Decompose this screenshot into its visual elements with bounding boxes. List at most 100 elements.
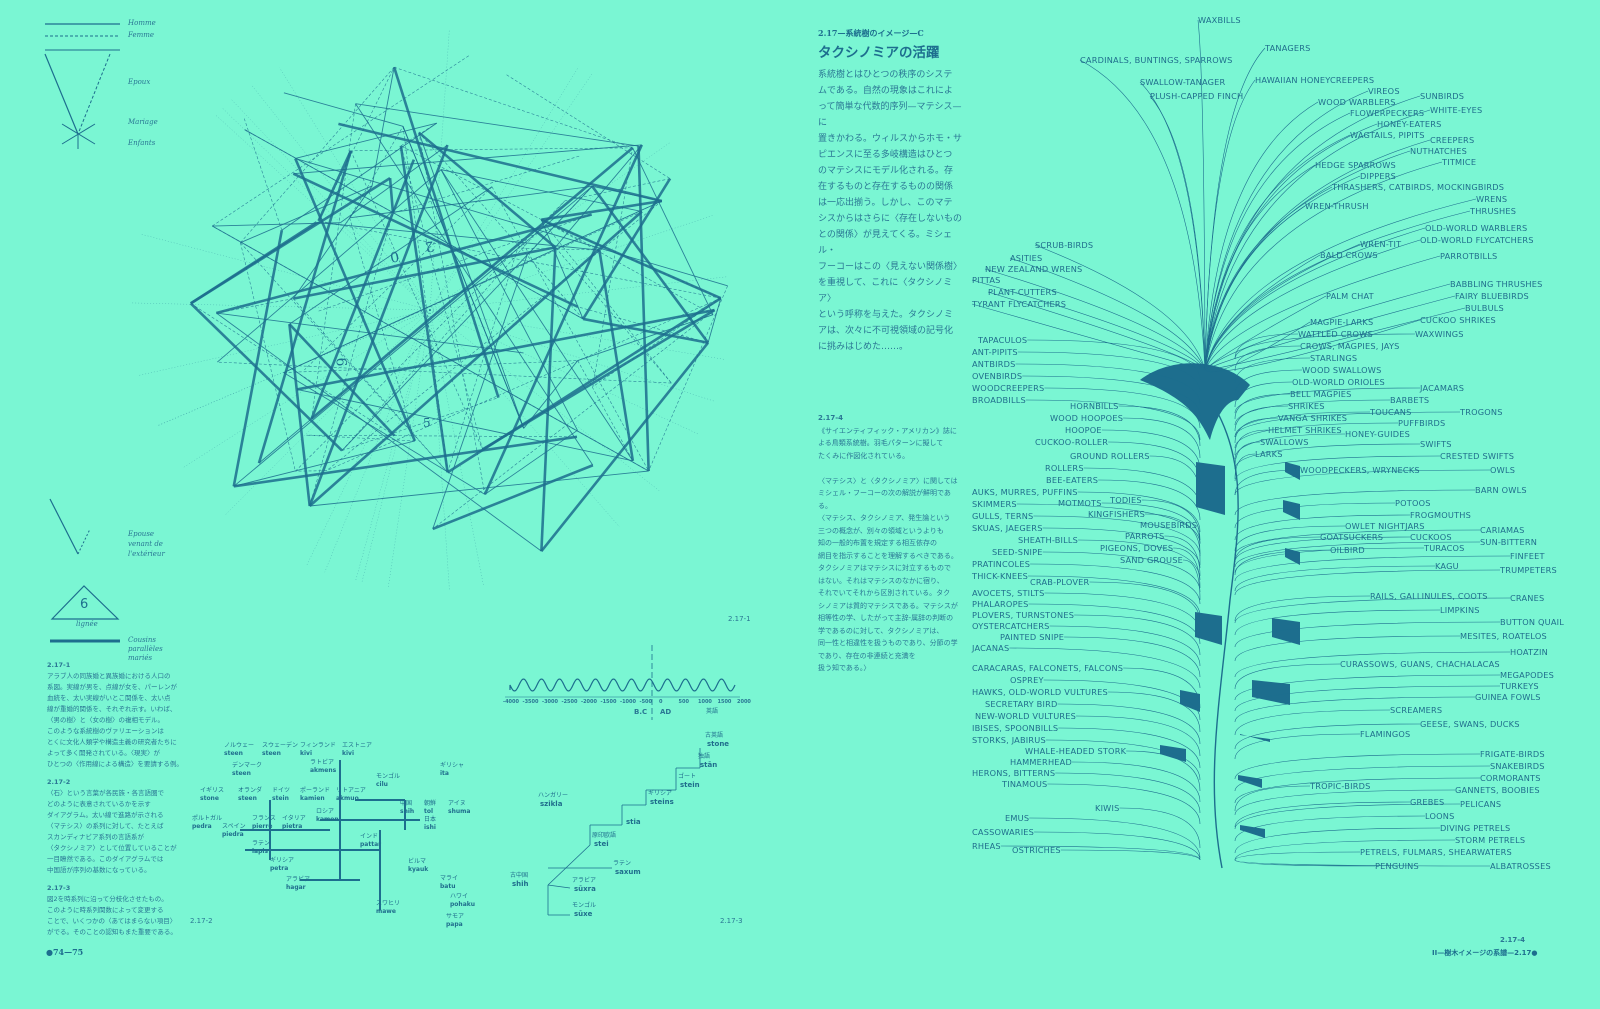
tree-branch bbox=[1234, 753, 1481, 780]
bird-label: CROWS, MAGPIES, JAYS bbox=[1300, 341, 1400, 351]
caption-line: 学であるのに対して、タクシノミアは、 bbox=[818, 626, 944, 635]
tree-branch bbox=[1204, 175, 1361, 371]
kinship-line bbox=[541, 219, 714, 315]
bird-label: CRANES bbox=[1510, 593, 1545, 603]
tree-branch bbox=[1043, 679, 1201, 721]
stone-word: steen bbox=[232, 770, 251, 777]
bird-label: BALD CROWS bbox=[1320, 250, 1378, 260]
tree-branch bbox=[1204, 307, 1466, 371]
caption-line: 〈マテシス〉と〈タクシノミア〉に関しては bbox=[818, 476, 958, 485]
bird-label: DIVING PETRELS bbox=[1440, 823, 1511, 833]
bird-label: CARACARAS, FALCONETS, FALCONS bbox=[972, 663, 1124, 673]
bird-label: GREBES bbox=[1410, 797, 1445, 807]
kinship-line bbox=[598, 249, 635, 462]
bird-label: WAXBILLS bbox=[1198, 15, 1241, 25]
tree-branch bbox=[1098, 479, 1201, 521]
bird-label: TAPACULOS bbox=[978, 335, 1028, 345]
tree-branch bbox=[1022, 375, 1201, 417]
language-name: 中国 bbox=[400, 800, 413, 807]
caption-line: よる鳥類系統樹。羽毛パターンに擬して bbox=[818, 439, 944, 447]
tree-branch bbox=[1025, 399, 1201, 441]
kinship-ray bbox=[429, 142, 671, 311]
kinship-line bbox=[317, 150, 353, 222]
kinship-line bbox=[440, 169, 643, 212]
tree-branch bbox=[1234, 529, 1481, 556]
legend-mariage: Mariage bbox=[128, 118, 158, 126]
tree-branch bbox=[1033, 515, 1201, 557]
tree-branch bbox=[1058, 727, 1201, 769]
caption-line: 三つの概念が、別々の領域というよりも bbox=[818, 526, 944, 535]
tree-branch bbox=[1016, 503, 1201, 545]
bird-label: RHEAS bbox=[972, 841, 1001, 851]
kinship-line bbox=[190, 221, 318, 305]
kinship-line bbox=[233, 435, 578, 488]
kinship-line bbox=[244, 129, 584, 320]
tree-branch bbox=[1234, 422, 1399, 449]
kinship-line bbox=[440, 169, 634, 462]
language-name: 古中国 bbox=[510, 872, 529, 879]
bird-label: FROGMOUTHS bbox=[1410, 510, 1472, 520]
tree-branch bbox=[1204, 255, 1441, 371]
caption-line: 〈男の樹〉と〈女の樹〉の複相モデル。 bbox=[47, 716, 164, 724]
caption-line: 相等性の学、したがって主辞-属辞の判断の bbox=[818, 614, 954, 622]
caption-line: 同一性と相違性を扱うものであり、分節の学 bbox=[818, 639, 958, 647]
wave-line bbox=[509, 678, 736, 692]
tree-branch bbox=[1044, 387, 1201, 429]
language-name: 原印欧語 bbox=[592, 832, 617, 839]
kinship-ray bbox=[429, 309, 726, 360]
tree-branch bbox=[1044, 592, 1201, 634]
kinship-line bbox=[341, 397, 499, 451]
bird-label: BELL MAGPIES bbox=[1290, 389, 1352, 399]
tree-branch bbox=[1234, 789, 1456, 816]
kinship-line bbox=[283, 200, 663, 374]
kinship-line bbox=[371, 67, 395, 187]
bird-label: LOONS bbox=[1425, 811, 1455, 821]
tree-branch bbox=[1234, 333, 1299, 360]
language-name: スウェーデン bbox=[262, 742, 299, 749]
bird-label: JACAMARS bbox=[1420, 383, 1465, 393]
kinship-line bbox=[581, 177, 672, 320]
kinship-line bbox=[217, 169, 442, 363]
tree-branch bbox=[1234, 785, 1311, 812]
kinship-line bbox=[632, 147, 714, 315]
stone-word: pohaku bbox=[450, 901, 475, 908]
tree-branch bbox=[1204, 161, 1443, 371]
right-caption: 2.17-4 《サイエンティフィック・アメリカン》誌に よる鳥類系統樹。羽毛パターン… bbox=[818, 412, 964, 675]
bird-label: CREEPERS bbox=[1430, 135, 1475, 145]
tree-branch bbox=[1009, 257, 1206, 371]
timeline-tick: -4000 bbox=[503, 699, 519, 705]
language-name: イギリス bbox=[200, 787, 225, 794]
tree-branch bbox=[1234, 839, 1456, 861]
stone-word: shih bbox=[400, 808, 415, 815]
caption-line: それでいてそれから区別されている。タク bbox=[818, 589, 951, 597]
bird-label: CUCKOO SHRIKES bbox=[1420, 315, 1496, 325]
tree-branch bbox=[1173, 547, 1201, 589]
language-name: フランス bbox=[252, 815, 276, 822]
bird-label: ALBATROSSES bbox=[1490, 861, 1551, 871]
feather-block bbox=[1196, 462, 1225, 515]
bird-label: BULBULS bbox=[1465, 303, 1504, 313]
language-name: アイヌ bbox=[448, 800, 466, 807]
legend-enfants: Enfants bbox=[128, 139, 156, 147]
bird-label: OYSTERCATCHERS bbox=[972, 621, 1050, 631]
caption-line: 〈石〉という言葉が各民族・各言語圏で bbox=[47, 789, 164, 797]
caption-line: 〈マテシス〉の系列に対して、たとえば bbox=[47, 822, 164, 830]
bird-label: NUTHATCHES bbox=[1410, 146, 1468, 156]
tree-branch bbox=[1234, 595, 1371, 622]
bird-label: SECRETARY BIRD bbox=[985, 699, 1058, 709]
caption-line: であり、存在の非連続と充満を bbox=[818, 651, 916, 660]
body-line: 置きかわる。ウィルスからホモ・サ bbox=[818, 134, 963, 144]
kinship-line bbox=[564, 178, 671, 202]
bird-label: PIGEONS, DOVES bbox=[1100, 543, 1174, 553]
stone-word: piedra bbox=[222, 831, 244, 838]
caption-number: 2.17-1 bbox=[47, 661, 71, 669]
bird-label: WOODPECKERS, WRYNECKS bbox=[1300, 465, 1420, 475]
kinship-line bbox=[326, 200, 663, 471]
tree-branch bbox=[1234, 417, 1279, 444]
timeline-tick: -2500 bbox=[561, 699, 578, 705]
tree-branch bbox=[1089, 581, 1201, 623]
bird-label: WAXWINGS bbox=[1415, 329, 1464, 339]
tree-branch bbox=[1064, 636, 1201, 678]
language-name: リトアニア bbox=[336, 787, 366, 794]
stone-word: stone bbox=[200, 795, 219, 802]
